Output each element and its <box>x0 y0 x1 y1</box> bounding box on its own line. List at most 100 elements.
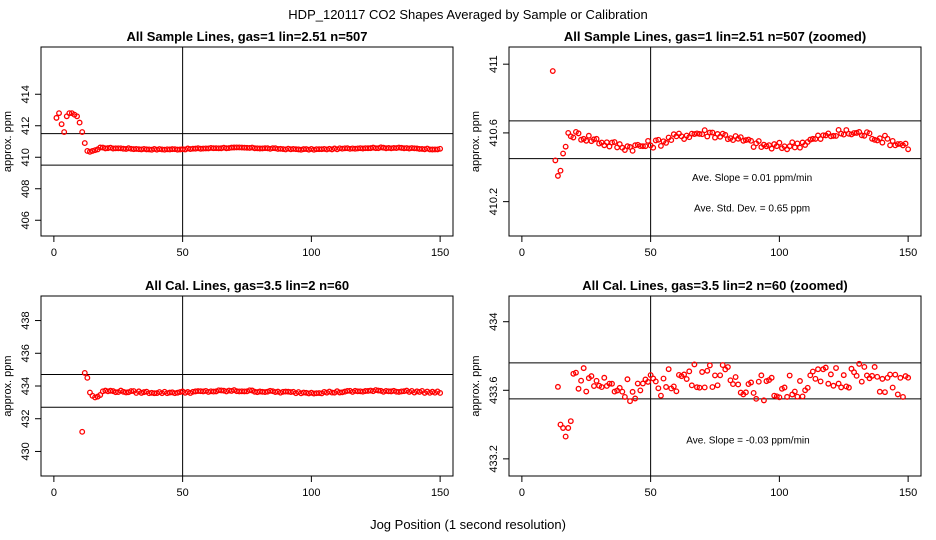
x-tick-label: 50 <box>177 487 189 499</box>
data-point <box>583 388 590 395</box>
data-point <box>287 389 294 396</box>
data-point <box>722 131 729 138</box>
data-point <box>694 384 700 391</box>
x-tick-label: 100 <box>302 487 320 499</box>
data-point <box>755 378 762 385</box>
data-point <box>624 143 631 150</box>
y-tick-label: 406 <box>20 211 32 229</box>
data-point <box>861 363 868 370</box>
data-point <box>668 137 675 144</box>
panel-title: All Cal. Lines, gas=3.5 lin=2 n=60 <box>145 278 349 293</box>
data-point <box>562 433 569 440</box>
data-point <box>768 374 775 381</box>
data-point <box>900 394 906 400</box>
data-point <box>210 388 217 395</box>
plot-frame <box>508 46 922 237</box>
x-tick-label: 100 <box>770 247 788 259</box>
data-point <box>879 375 886 382</box>
data-point <box>79 428 86 435</box>
data-point <box>398 388 405 395</box>
data-point <box>714 382 721 389</box>
data-point <box>856 360 863 367</box>
x-tick-label: 0 <box>51 247 57 259</box>
data-point <box>141 389 147 396</box>
data-point <box>902 140 909 147</box>
data-point <box>434 146 441 153</box>
data-point <box>663 139 670 146</box>
data-point <box>750 389 757 396</box>
data-point <box>719 362 726 369</box>
y-tick-label: 434 <box>20 377 32 395</box>
data-point <box>645 137 651 144</box>
data-point <box>758 372 765 379</box>
y-tick-label: 434 <box>488 313 500 331</box>
data-point <box>619 388 626 395</box>
data-point <box>894 141 901 147</box>
data-point <box>835 380 842 387</box>
data-point <box>742 389 749 396</box>
data-point <box>601 374 608 381</box>
x-tick-label: 150 <box>431 247 449 259</box>
data-point <box>86 148 93 155</box>
x-tick-label: 50 <box>177 247 189 259</box>
data-point <box>732 374 739 380</box>
y-axis-label: approx. ppm <box>2 355 14 416</box>
data-point <box>889 137 896 144</box>
y-tick-label: 410.2 <box>488 188 500 216</box>
plot-frame <box>40 295 454 477</box>
data-point <box>562 143 569 150</box>
data-point <box>593 377 600 384</box>
x-tick-label: 150 <box>899 487 917 499</box>
data-point <box>557 167 564 174</box>
data-point <box>905 374 912 381</box>
data-point <box>897 374 904 381</box>
data-point <box>840 372 847 379</box>
data-point <box>339 389 346 396</box>
data-point <box>699 131 706 138</box>
data-point <box>809 135 816 142</box>
data-point <box>776 394 783 401</box>
data-point <box>845 130 852 137</box>
data-point <box>627 398 633 405</box>
data-point <box>246 387 253 394</box>
stat-annotation: Ave. Slope = 0.01 ppm/min <box>692 173 812 184</box>
data-point <box>696 131 703 137</box>
panel-title: All Sample Lines, gas=1 lin=2.51 n=507 <box>127 29 368 44</box>
data-point <box>151 390 158 397</box>
data-point <box>377 144 384 151</box>
data-point <box>887 371 894 378</box>
y-axis-label: approx. ppm <box>2 111 14 172</box>
stat-annotation: Ave. Std. Dev. = 0.65 ppm <box>694 203 810 214</box>
data-point <box>665 366 672 373</box>
data-point <box>892 371 899 378</box>
data-point <box>632 395 639 402</box>
data-point <box>560 150 567 157</box>
data-point <box>660 375 667 382</box>
data-point <box>621 393 628 400</box>
data-point <box>830 132 837 139</box>
data-point <box>706 362 713 369</box>
panel-3: All Cal. Lines, gas=3.5 lin=2 n=60 0 50 100… <box>2 278 454 499</box>
data-point <box>871 136 878 143</box>
y-tick-label: 438 <box>20 311 32 329</box>
data-point <box>84 374 91 381</box>
data-point <box>874 373 881 380</box>
y-tick-label: 433.2 <box>488 445 500 473</box>
data-point <box>125 145 132 152</box>
data-point <box>882 389 888 396</box>
data-point <box>621 147 628 154</box>
data-point <box>375 387 382 394</box>
data-point <box>81 369 88 376</box>
data-point <box>786 372 793 379</box>
data-point <box>437 389 444 396</box>
data-point <box>76 119 83 126</box>
data-point <box>300 389 307 396</box>
data-point <box>701 127 708 134</box>
y-axis-label: approx. ppm <box>470 355 482 416</box>
data-point <box>889 384 896 391</box>
data-point <box>575 385 582 392</box>
data-point <box>79 129 86 135</box>
data-point <box>552 157 559 164</box>
data-point <box>591 383 597 389</box>
data-point <box>683 376 690 382</box>
